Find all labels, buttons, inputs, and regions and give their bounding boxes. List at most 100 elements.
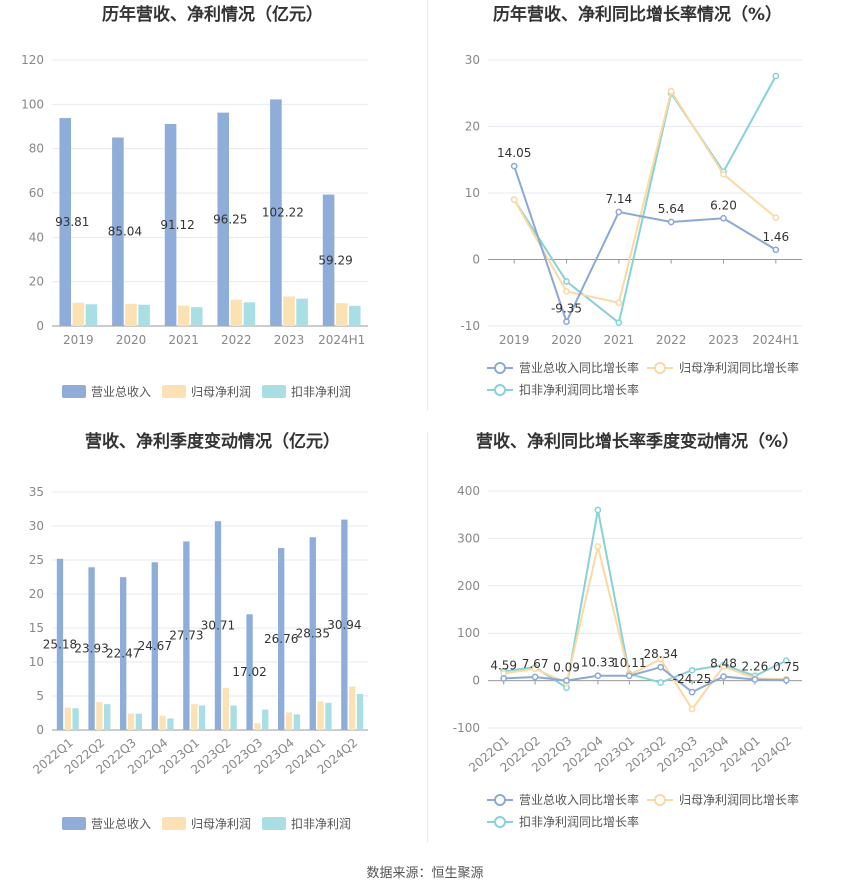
data-label: 2.26 xyxy=(742,660,769,674)
data-point xyxy=(782,657,790,665)
annual-revenue-profit-chart: 历年营收、净利情况（亿元） 0 20 40 60 80 100 120 2019 2020 2021… xyxy=(21,4,368,399)
legend-label: 归母净利润 xyxy=(191,385,251,399)
bar-parent-net-profit xyxy=(254,723,261,730)
bar-revenue xyxy=(214,521,222,730)
data-point xyxy=(667,218,675,226)
y-tick-label: 30 xyxy=(465,53,480,67)
data-label: 17.02 xyxy=(232,665,266,679)
legend-label: 扣非净利润 xyxy=(291,385,351,399)
x-tick-label: 2024H1 xyxy=(752,333,799,347)
bar-deducted-net-profit xyxy=(72,708,79,730)
data-label: 27.73 xyxy=(169,629,203,643)
bar-parent-net-profit xyxy=(127,713,135,730)
chart-title: 营收、净利同比增长率季度变动情况（%） xyxy=(476,431,799,452)
y-tick-label: 40 xyxy=(29,230,44,244)
data-label: 0.75 xyxy=(773,660,800,674)
x-tick-label: 2020 xyxy=(116,333,147,347)
legend-label: 营业总收入 xyxy=(91,385,151,399)
annual-growth-rate-chart: 历年营收、净利同比增长率情况（%） -10 0 10 20 30 2019 2020 2021 2… xyxy=(460,4,802,397)
series-line-deducted-net-growth xyxy=(513,75,777,325)
data-point xyxy=(615,319,623,327)
bar-revenue xyxy=(278,548,285,730)
bar-deducted-net-profit xyxy=(293,714,300,730)
data-label: 93.81 xyxy=(55,215,89,229)
data-label: 28.34 xyxy=(644,647,678,661)
x-tick-label: 2019 xyxy=(63,333,94,347)
bar-revenue xyxy=(270,99,282,327)
bar-deducted-net-profit xyxy=(243,302,256,326)
data-label: 24.67 xyxy=(138,639,172,653)
data-point xyxy=(594,672,602,680)
y-tick-label: 300 xyxy=(457,531,480,545)
data-point xyxy=(563,677,570,684)
y-tick-label: 5 xyxy=(36,689,44,703)
bar-parent-net-profit xyxy=(125,303,137,326)
legend-label: 归母净利润同比增长率 xyxy=(679,360,799,375)
bar-deducted-net-profit xyxy=(348,305,361,326)
data-point xyxy=(688,705,696,713)
y-tick-label: 10 xyxy=(29,655,44,669)
bar-parent-net-profit xyxy=(159,715,166,730)
data-label: 10.33 xyxy=(581,656,615,670)
legend-label: 扣非净利润同比增长率 xyxy=(519,382,639,397)
legend-swatch xyxy=(62,385,86,398)
bar-parent-net-profit xyxy=(349,686,356,730)
bar-parent-net-profit xyxy=(64,707,71,730)
data-label: 23.93 xyxy=(74,642,108,656)
bar-deducted-net-profit xyxy=(85,304,98,326)
bar-parent-net-profit xyxy=(72,302,85,326)
legend-label: 归母净利润 xyxy=(191,817,251,831)
legend-label: 营业总收入 xyxy=(91,817,151,831)
y-tick-label: 200 xyxy=(457,579,480,593)
series-line-parent-net-growth xyxy=(513,88,777,304)
x-tick-label: 2023 xyxy=(274,333,305,347)
data-point xyxy=(615,299,623,307)
legend-label: 扣非净利润同比增长率 xyxy=(519,814,639,829)
data-label: 59.29 xyxy=(318,253,352,267)
bar-deducted-net-profit xyxy=(138,304,150,326)
data-label: 5.64 xyxy=(658,202,685,216)
bar-parent-net-profit xyxy=(285,712,293,730)
data-point xyxy=(657,655,665,663)
quarterly-growth-rate-chart: 营收、净利同比增长率季度变动情况（%）-10001002003004002022… xyxy=(453,431,802,829)
series-line-revenue-growth xyxy=(513,165,777,325)
annual-growth-rate-panel: 历年营收、净利同比增长率情况（%） -10 0 10 20 30 2019 2020 2021 2… xyxy=(425,0,850,420)
data-point xyxy=(772,246,780,254)
data-label: -9.35 xyxy=(551,302,582,316)
data-point xyxy=(531,673,539,681)
data-label: 1.46 xyxy=(762,230,789,244)
legend-swatch xyxy=(262,385,286,398)
data-point xyxy=(563,278,570,285)
data-point xyxy=(772,72,780,80)
data-point xyxy=(688,688,696,696)
y-tick-label: -100 xyxy=(453,721,480,735)
bar-deducted-net-profit xyxy=(167,718,174,730)
data-label: 10.11 xyxy=(612,656,646,670)
legend-swatch xyxy=(162,817,186,830)
vertical-divider xyxy=(427,432,428,842)
bar-parent-net-profit xyxy=(96,702,103,730)
data-label: 8.48 xyxy=(710,657,737,671)
x-tick-label: 2020 xyxy=(551,333,582,347)
data-point xyxy=(510,162,518,170)
bar-revenue xyxy=(217,112,230,326)
annual-revenue-profit-panel: 历年营收、净利情况（亿元） 0 20 40 60 80 100 120 2019 2020 2021… xyxy=(0,0,425,420)
data-point xyxy=(720,673,727,680)
y-tick-label: 20 xyxy=(29,587,44,601)
data-point xyxy=(531,665,539,673)
data-label: 85.04 xyxy=(108,225,142,239)
data-point xyxy=(625,672,633,680)
y-tick-label: 0 xyxy=(36,723,44,737)
bar-deducted-net-profit xyxy=(296,298,308,326)
legend-swatch xyxy=(62,817,86,830)
data-label: 0.09 xyxy=(553,661,580,675)
bar-parent-net-profit xyxy=(230,299,243,326)
data-point xyxy=(510,196,518,203)
chart-title: 历年营收、净利情况（亿元） xyxy=(102,4,323,25)
series-line-parent-net-growth xyxy=(503,546,787,711)
legend-label: 营业总收入同比增长率 xyxy=(519,360,639,375)
quarterly-growth-rate-panel: 营收、净利同比增长率季度变动情况（%） -100 0 100 200 300 400 2022… xyxy=(425,425,850,855)
x-tick-label: 2021 xyxy=(168,333,199,347)
bar-revenue xyxy=(112,137,124,326)
y-tick-label: 15 xyxy=(29,621,44,635)
